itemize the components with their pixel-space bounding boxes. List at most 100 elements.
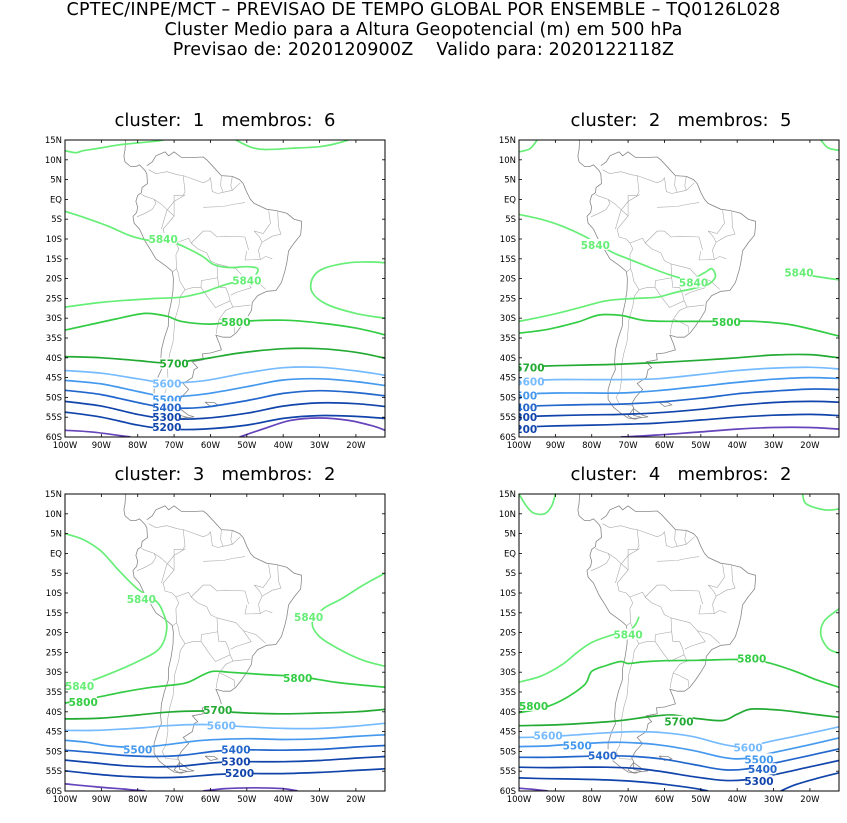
contour-5500 <box>65 733 385 749</box>
lat-tick-label: 40S <box>500 354 516 364</box>
border-line <box>172 622 177 626</box>
lat-tick-label: 55S <box>500 413 516 423</box>
lat-tick-label: 5S <box>51 569 62 579</box>
contour-label-bg <box>222 743 250 755</box>
contour-label: 5300 <box>221 756 250 768</box>
border-line <box>590 548 611 572</box>
lat-tick-label: 15S <box>500 255 516 265</box>
map-frame <box>64 493 386 792</box>
lat-tick-label: 5N <box>50 530 62 540</box>
lon-tick-label: 40W <box>274 441 294 451</box>
border-line <box>200 631 231 662</box>
lon-tick-label: 40W <box>728 795 748 805</box>
border-line <box>664 584 703 605</box>
contour-5200 <box>65 429 131 437</box>
border-line <box>210 531 241 548</box>
lon-tick-label: 50W <box>691 441 711 451</box>
contour-label-bg <box>563 739 591 751</box>
contour-label: 5600 <box>207 721 236 733</box>
contour-label-bg <box>153 393 181 405</box>
panel-title: cluster: 4 membros: 2 <box>570 464 792 485</box>
border-line <box>657 202 700 208</box>
border-line <box>644 584 665 598</box>
lat-tick-label: 10N <box>499 510 516 520</box>
border-line <box>175 237 219 291</box>
border-line <box>232 658 251 662</box>
lat-tick-label: 15S <box>500 609 516 619</box>
lon-tick-label: 80W <box>582 795 602 805</box>
contour-label: 5400 <box>221 744 250 756</box>
lat-tick-label: 15N <box>45 136 62 146</box>
border-line <box>232 304 251 308</box>
border-line <box>607 553 629 571</box>
contour-label-bg <box>519 699 548 711</box>
lat-tick-label: 25S <box>500 294 516 304</box>
contour-label: 5700 <box>515 363 544 375</box>
border-line <box>684 176 687 191</box>
lat-tick-label: 45S <box>46 374 62 384</box>
lon-tick-label: 50W <box>691 795 711 805</box>
lat-tick-label: EQ <box>50 549 62 559</box>
contour-5300 <box>65 755 385 768</box>
border-line <box>220 529 224 547</box>
contour-label-bg <box>665 715 693 727</box>
contour-label-bg <box>519 375 544 387</box>
border-line <box>664 531 695 548</box>
panel-title: cluster: 3 membros: 2 <box>114 464 336 485</box>
header-line-2: Cluster Medio para a Altura Geopotencial… <box>164 20 683 40</box>
map-frame <box>518 493 840 792</box>
lat-tick-label: 60S <box>500 433 516 443</box>
border-line <box>672 654 688 674</box>
contour-5300 <box>65 400 385 421</box>
border-line <box>674 529 678 547</box>
border-line <box>670 672 674 689</box>
coastline <box>627 408 649 419</box>
lon-tick-label: 60W <box>655 795 675 805</box>
contour-label-bg <box>207 719 235 731</box>
border-line <box>153 199 175 217</box>
contour-label-bg <box>519 361 544 373</box>
border-line <box>183 175 211 184</box>
contour-5300 <box>780 771 839 791</box>
map-panel-1: 58405840580057005600550054005300520015N1… <box>45 136 386 451</box>
map-panel-4: 5840580058005700560055005400560055005400… <box>499 490 840 805</box>
lon-tick-label: 80W <box>582 441 602 451</box>
contour-5840 <box>235 140 349 151</box>
lat-tick-label: 35S <box>46 334 62 344</box>
coastline <box>559 132 566 138</box>
border-line <box>654 631 685 662</box>
lat-tick-label: 20S <box>500 629 516 639</box>
lon-tick-label: 90W <box>92 441 112 451</box>
contour-5200 <box>239 417 385 437</box>
lat-tick-label: 5N <box>504 176 516 186</box>
contour-label: 5800 <box>712 317 741 329</box>
border-line <box>254 564 271 588</box>
coastline <box>123 494 302 774</box>
border-line <box>210 230 249 251</box>
lat-tick-label: 25S <box>46 294 62 304</box>
header-line-1: CPTEC/INPE/MCT – PREVISAO DE TEMPO GLOBA… <box>66 0 781 20</box>
border-line <box>216 617 252 650</box>
lon-tick-label: 90W <box>546 441 566 451</box>
border-line <box>707 230 717 260</box>
lon-tick-label: 60W <box>655 441 675 451</box>
lat-tick-label: EQ <box>504 549 516 559</box>
lat-tick-label: 5S <box>505 569 516 579</box>
lat-tick-label: 40S <box>46 708 62 718</box>
border-line <box>243 630 266 644</box>
lon-tick-label: 50W <box>237 795 257 805</box>
contour-label: 5700 <box>664 717 693 729</box>
border-line <box>674 175 678 193</box>
header-line-3: Previsao de: 2020120900Z Valido para: 20… <box>172 40 675 60</box>
lat-tick-label: 35S <box>46 688 62 698</box>
border-line <box>203 556 246 562</box>
contour-5600 <box>65 366 385 384</box>
lat-tick-label: 55S <box>500 767 516 777</box>
lon-tick-label: 100W <box>507 795 532 805</box>
border-line <box>218 654 234 674</box>
contour-5840 <box>519 494 557 516</box>
border-line <box>261 565 282 597</box>
border-line <box>698 604 727 615</box>
lat-tick-label: 60S <box>500 787 516 797</box>
border-line <box>707 584 717 614</box>
